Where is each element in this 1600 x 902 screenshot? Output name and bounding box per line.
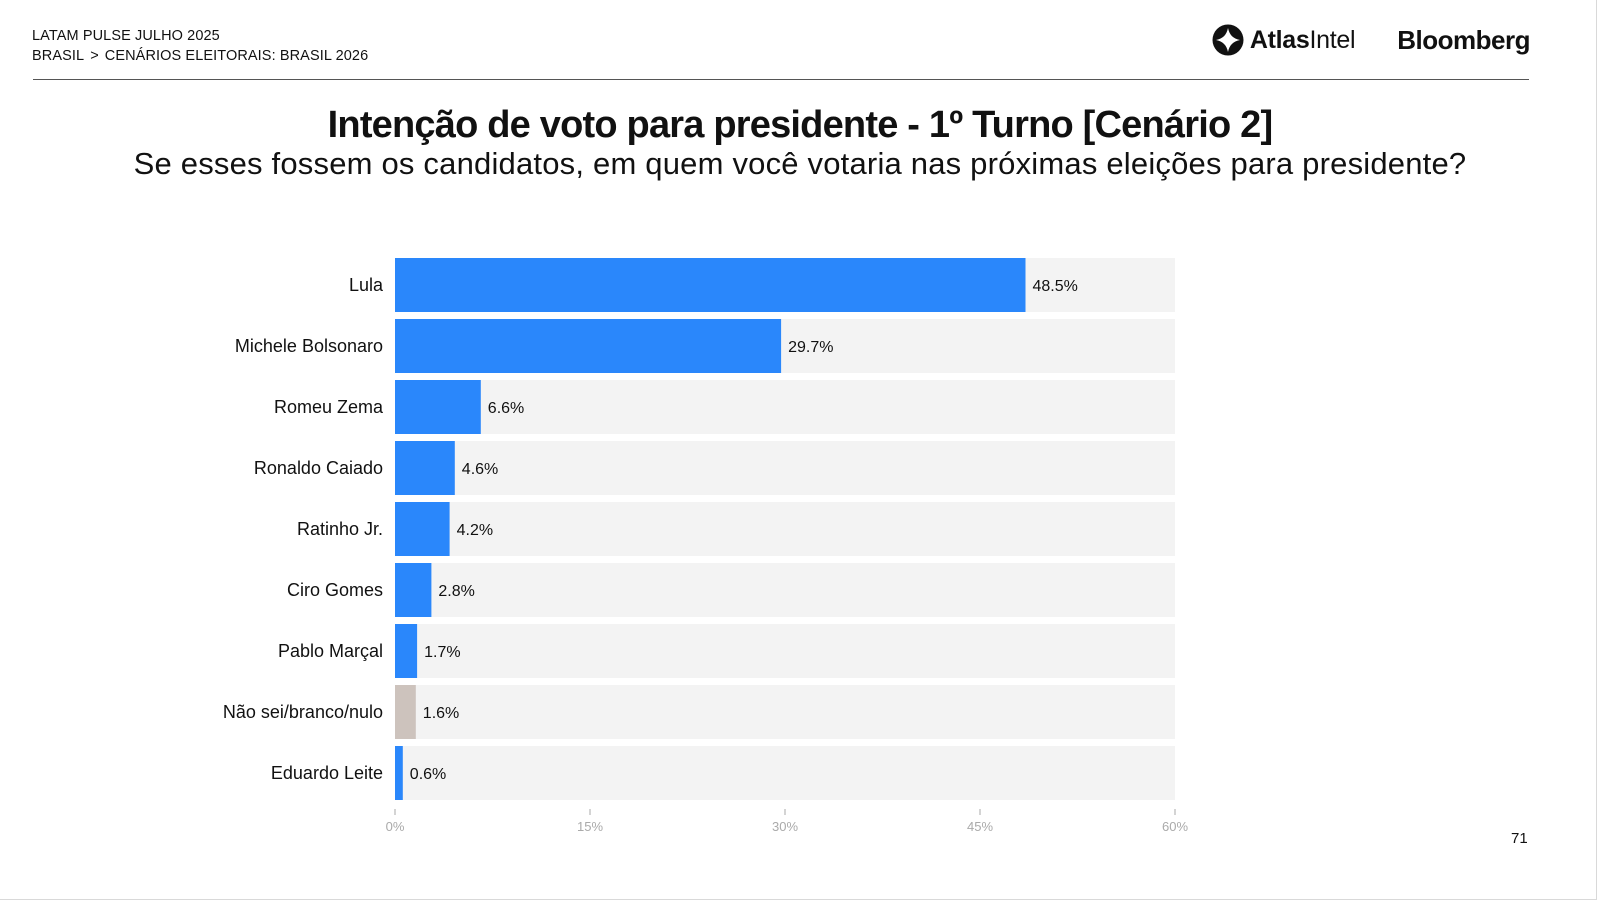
category-label: Ciro Gomes	[287, 580, 383, 600]
value-label: 2.8%	[438, 583, 474, 600]
bar	[395, 746, 403, 800]
atlasintel-wordmark-regular: Intel	[1309, 25, 1356, 54]
bar-track	[395, 624, 1175, 678]
bloomberg-logo: Bloomberg	[1397, 24, 1530, 55]
value-label: 6.6%	[488, 400, 524, 417]
value-label: 4.2%	[457, 522, 493, 539]
bar	[395, 502, 450, 556]
atlasintel-logo: AtlasIntel	[1212, 24, 1356, 56]
bar-track	[395, 380, 1175, 434]
bar	[395, 685, 416, 739]
header-left: LATAM PULSE JULHO 2025 BRASIL > CENÁRIOS E…	[32, 26, 368, 66]
atlasintel-wordmark-bold: Atlas	[1249, 25, 1310, 54]
category-label: Ronaldo Caiado	[254, 458, 383, 478]
category-label: Lula	[349, 275, 384, 295]
value-label: 29.7%	[788, 339, 833, 356]
category-label: Não sei/branco/nulo	[223, 702, 383, 722]
value-label: 1.7%	[424, 644, 460, 661]
bar	[395, 319, 782, 373]
atlasintel-wordmark: AtlasIntel	[1249, 25, 1356, 55]
breadcrumb: BRASIL > CENÁRIOS ELEITORAIS: BRASIL 2026	[32, 46, 368, 66]
chart-title: Intenção de voto para presidente - 1º Tu…	[327, 104, 1273, 146]
category-label: Pablo Marçal	[278, 641, 383, 661]
category-label: Ratinho Jr.	[297, 519, 383, 539]
report-name: LATAM PULSE JULHO 2025	[32, 28, 220, 44]
x-tick-label: 30%	[772, 819, 798, 834]
breadcrumb-separator: >	[90, 48, 99, 64]
category-label: Eduardo Leite	[271, 763, 383, 783]
bar-track	[395, 502, 1175, 556]
bar-track	[395, 441, 1175, 495]
bar-chart: Lula 48.5% Michele Bolsonaro 29.7% Romeu Zem…	[223, 258, 1188, 834]
category-label: Romeu Zema	[274, 397, 384, 417]
x-tick-label: 45%	[967, 819, 993, 834]
value-label: 0.6%	[410, 766, 446, 783]
bar	[395, 258, 1026, 312]
bar	[395, 380, 481, 434]
header-divider	[33, 79, 1529, 80]
page-number: 71	[1511, 830, 1528, 847]
breadcrumb-root: BRASIL	[32, 48, 85, 64]
x-tick-label: 0%	[386, 819, 405, 834]
bar	[395, 563, 432, 617]
bar	[395, 441, 455, 495]
bar-track	[395, 563, 1175, 617]
atlasintel-logo-icon	[1212, 24, 1244, 56]
x-tick-label: 60%	[1162, 819, 1188, 834]
breadcrumb-current: CENÁRIOS ELEITORAIS: BRASIL 2026	[104, 48, 369, 64]
bar	[395, 624, 418, 678]
bar-track	[395, 685, 1175, 739]
chart-subtitle: Se esses fossem os candidatos, em quem v…	[133, 146, 1467, 181]
value-label: 1.6%	[423, 705, 459, 722]
value-label: 4.6%	[462, 461, 498, 478]
x-tick-label: 15%	[577, 819, 603, 834]
bar-track	[395, 746, 1175, 800]
brand-logos: AtlasIntel Bloomberg	[1212, 24, 1530, 56]
category-label: Michele Bolsonaro	[235, 336, 383, 356]
value-label: 48.5%	[1033, 278, 1078, 295]
